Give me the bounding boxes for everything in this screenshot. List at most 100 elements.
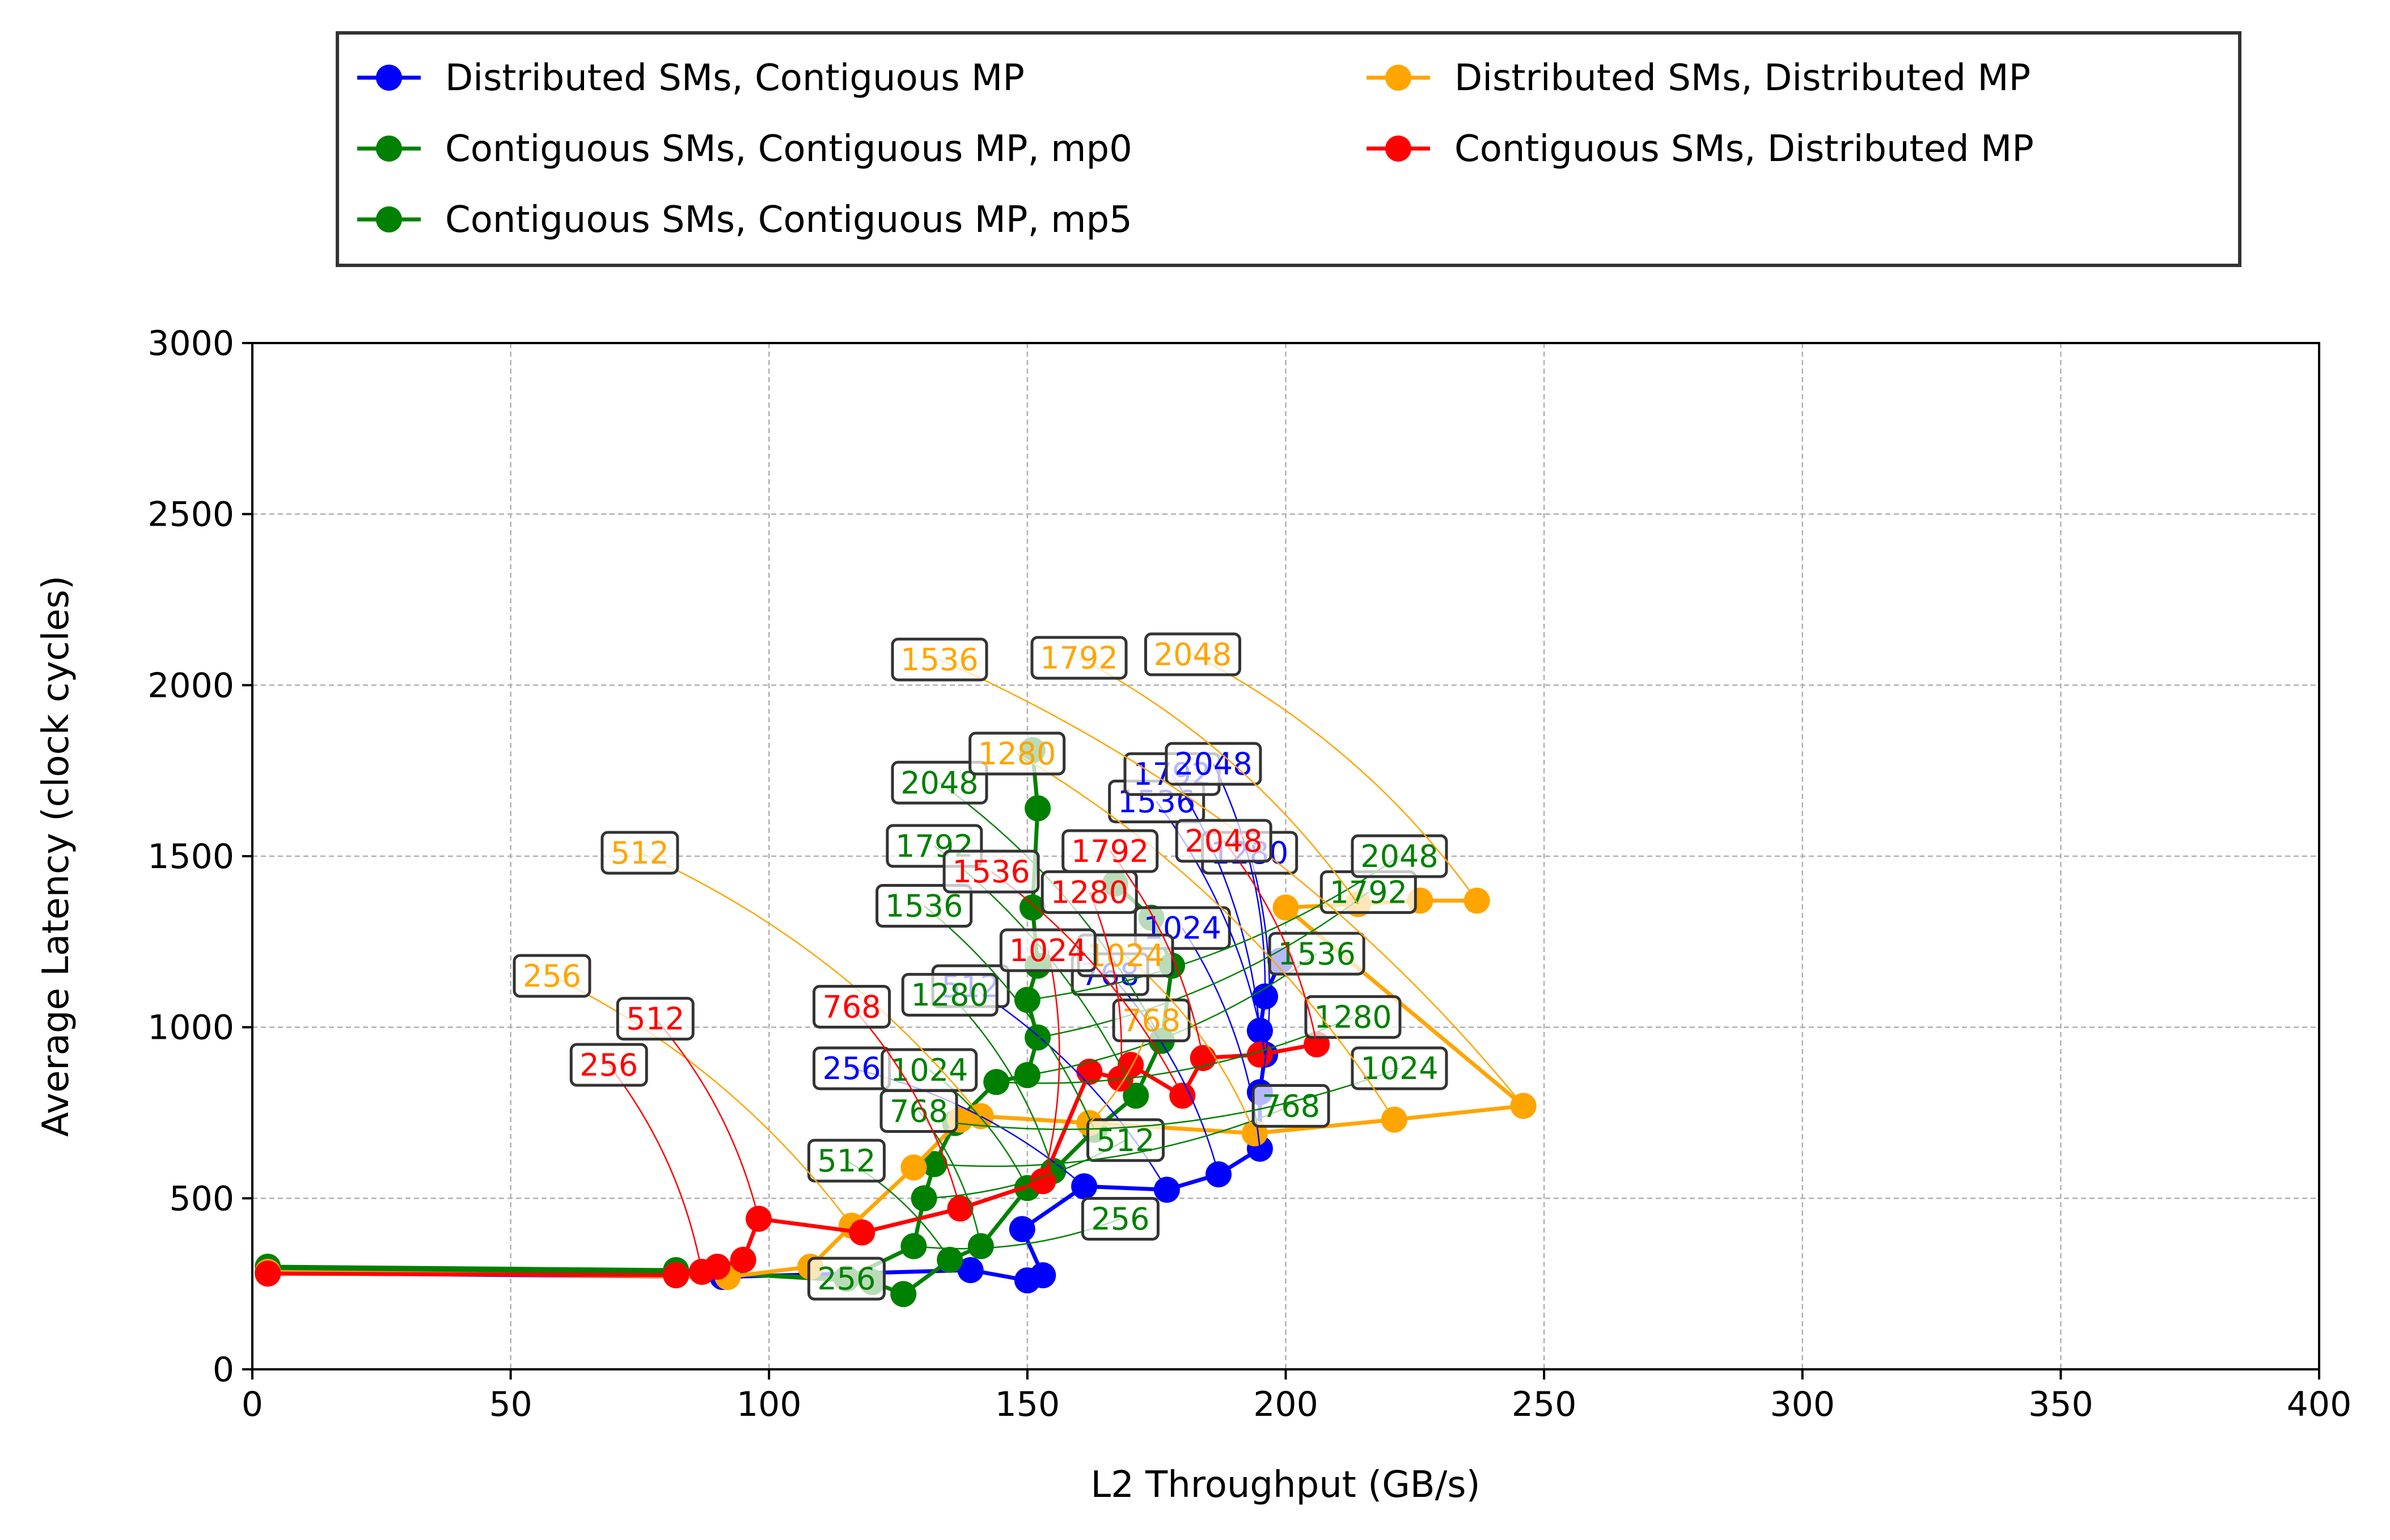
annotation-connector xyxy=(1171,773,1261,1031)
data-label: 2048 xyxy=(900,765,978,801)
data-point xyxy=(704,1254,731,1280)
annotation-box xyxy=(1351,1046,1448,1090)
data-point xyxy=(255,1260,281,1287)
data-label: 512 xyxy=(626,1001,684,1037)
annotation: 1024 xyxy=(955,1046,1448,1130)
data-label: 768 xyxy=(1122,1003,1181,1039)
annotation-labels: 2565127681024128015361792204825651276810… xyxy=(513,632,1524,1301)
annotation-box xyxy=(1081,1197,1160,1241)
legend-label: Distributed SMs, Distributed MP xyxy=(1454,57,2031,99)
legend-entry: Contiguous SMs, Distributed MP xyxy=(1367,128,2034,170)
legend-marker xyxy=(376,136,402,162)
legend: Distributed SMs, Contiguous MP Contiguous… xyxy=(336,31,2241,267)
annotation: 256 xyxy=(513,954,853,1226)
annotation-box xyxy=(942,849,1040,894)
annotation-box xyxy=(513,954,591,998)
annotation-connector xyxy=(934,1105,1292,1167)
x-tick-label: 50 xyxy=(489,1385,532,1424)
y-tick-label: 1000 xyxy=(147,1008,234,1048)
y-tick-label: 2500 xyxy=(147,495,234,535)
annotation: 2048 xyxy=(1027,834,1448,1001)
annotation-connector xyxy=(1017,752,1395,1120)
y-tick-label: 500 xyxy=(169,1179,234,1219)
data-label: 1024 xyxy=(890,1052,968,1088)
annotation-box xyxy=(891,760,988,805)
annotation: 512 xyxy=(807,1139,951,1260)
x-tick-label: 100 xyxy=(737,1385,802,1424)
x-tick-label: 200 xyxy=(1253,1385,1318,1424)
annotation: 256 xyxy=(913,1197,1160,1250)
legend-label: Contiguous SMs, Contiguous MP, mp5 xyxy=(445,199,1132,241)
data-label: 512 xyxy=(611,835,669,871)
data-point xyxy=(957,1257,984,1284)
annotation-box xyxy=(968,731,1066,776)
data-label: 1536 xyxy=(885,888,963,924)
annotation-connector xyxy=(851,1006,961,1209)
annotation-box xyxy=(901,972,999,1017)
data-point xyxy=(730,1246,756,1273)
annotation: 1536 xyxy=(875,883,1095,1131)
data-label: 1280 xyxy=(911,977,988,1013)
annotation-box xyxy=(616,997,695,1041)
annotation-connector xyxy=(551,975,853,1226)
y-axis-label: Average Latency (clock cycles) xyxy=(35,576,77,1137)
x-tick-label: 400 xyxy=(2287,1385,2352,1424)
annotation-connector xyxy=(1027,855,1400,1001)
legend-label: Contiguous SMs, Distributed MP xyxy=(1454,128,2034,170)
y-tick-label: 3000 xyxy=(147,324,234,363)
annotation: 512 xyxy=(924,1118,1165,1199)
data-label: 1024 xyxy=(1086,938,1164,974)
annotation-box xyxy=(813,984,891,1029)
data-label: 2048 xyxy=(1185,823,1262,859)
data-label: 1024 xyxy=(1360,1051,1438,1086)
annotation: 768 xyxy=(1089,999,1191,1124)
data-label: 256 xyxy=(579,1047,638,1083)
annotation-box xyxy=(1175,819,1272,863)
annotation: 1024 xyxy=(1077,933,1255,1134)
data-point xyxy=(1030,1262,1056,1289)
data-label: 1280 xyxy=(1314,1000,1391,1035)
x-axis-label: L2 Throughput (GB/s) xyxy=(1090,1464,1480,1506)
annotation-connector xyxy=(955,1067,1400,1130)
annotation-box xyxy=(1165,742,1262,786)
annotation: 1792 xyxy=(1030,636,1359,905)
legend-entry: Contiguous SMs, Contiguous MP, mp5 xyxy=(357,199,1132,241)
annotation: 2048 xyxy=(1175,819,1318,1045)
x-tick-label: 300 xyxy=(1770,1385,1835,1424)
legend-marker xyxy=(376,65,402,91)
data-point xyxy=(849,1219,875,1246)
annotation-connector xyxy=(1042,950,1060,1182)
annotation-connector xyxy=(1192,653,1478,902)
annotation-connector xyxy=(1089,891,1123,1079)
annotation-box xyxy=(891,637,988,682)
data-point xyxy=(1009,1216,1035,1242)
annotation: 1792 xyxy=(1061,829,1204,1059)
annotation: 768 xyxy=(813,984,961,1209)
annotation: 768 xyxy=(934,1084,1330,1167)
legend-frame xyxy=(336,31,2241,267)
annotation: 256 xyxy=(807,1256,904,1301)
data-label: 256 xyxy=(1091,1201,1149,1237)
annotation-connector xyxy=(1223,840,1318,1045)
annotation-connector xyxy=(1109,974,1220,1175)
legend-label: Contiguous SMs, Contiguous MP, mp0 xyxy=(445,128,1132,170)
data-point xyxy=(900,1154,927,1181)
annotation-connector xyxy=(639,852,982,1117)
data-label: 768 xyxy=(823,989,881,1025)
data-point xyxy=(1025,795,1051,822)
data-label: 768 xyxy=(890,1093,948,1129)
data-label: 256 xyxy=(817,1261,875,1297)
data-label: 1280 xyxy=(978,736,1056,772)
annotation-connector xyxy=(996,1016,1353,1084)
annotation-connector xyxy=(923,905,1095,1131)
y-tick-label: 1500 xyxy=(147,837,234,877)
data-label: 256 xyxy=(523,958,581,994)
data-label: 1792 xyxy=(1071,834,1149,869)
annotation-box xyxy=(1061,829,1159,873)
annotation-connector xyxy=(1249,852,1271,1093)
y-tick-label: 2000 xyxy=(147,666,234,705)
x-tick-label: 250 xyxy=(1512,1385,1577,1424)
annotation-connector xyxy=(1109,851,1204,1059)
x-tick-label: 150 xyxy=(995,1385,1060,1424)
